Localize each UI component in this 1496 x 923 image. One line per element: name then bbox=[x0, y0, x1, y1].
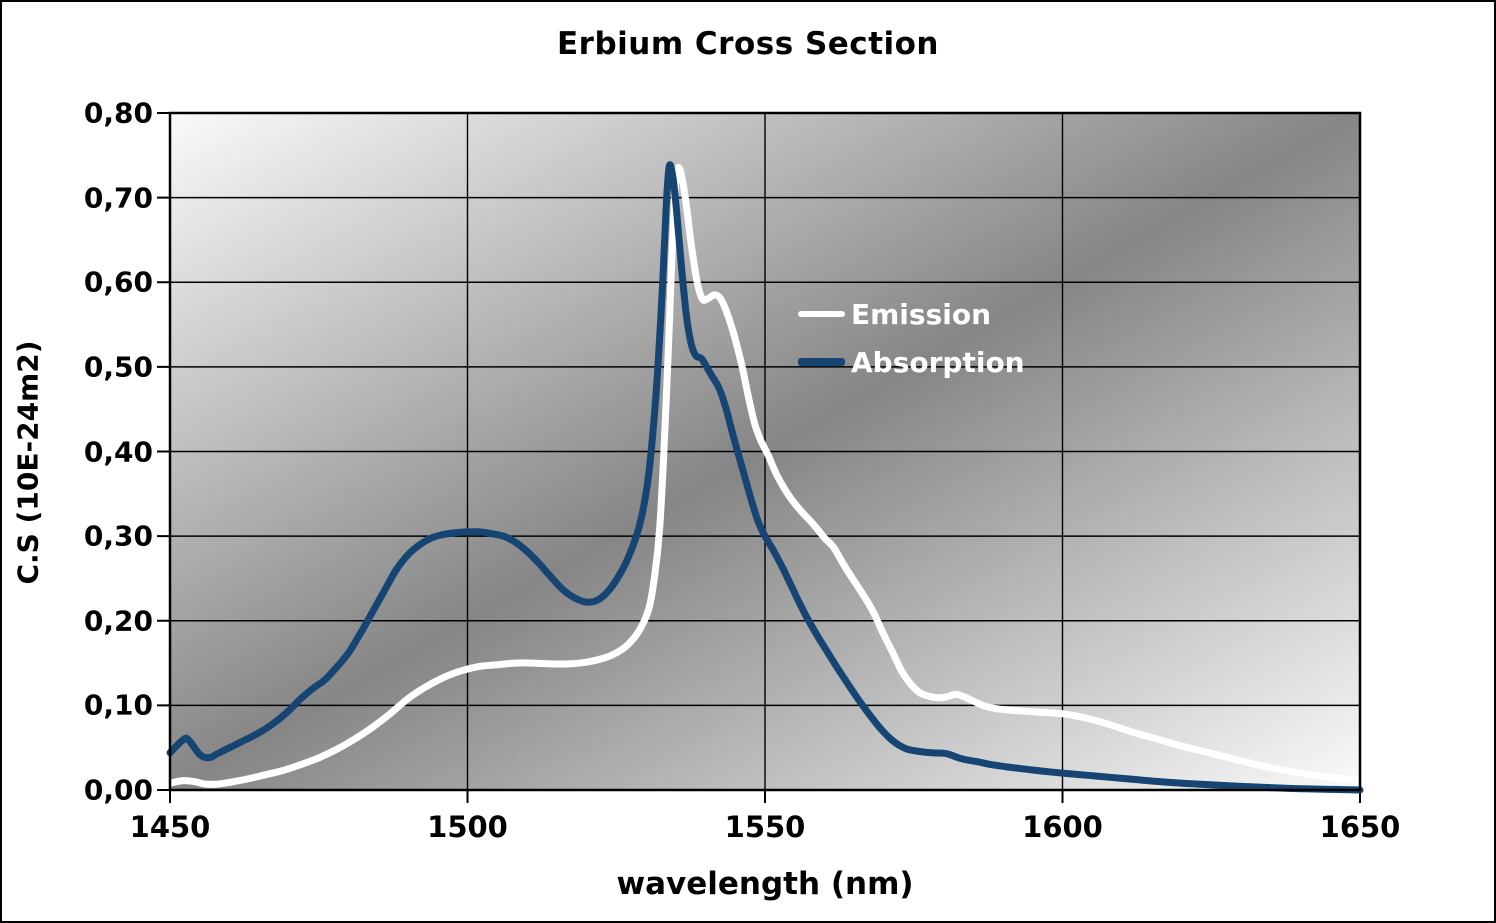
x-axis-title: wavelength (nm) bbox=[616, 866, 914, 902]
y-tick-label: 0,80 bbox=[83, 96, 153, 130]
y-tick-label: 0,20 bbox=[83, 604, 153, 638]
absorption-curve bbox=[166, 161, 1364, 794]
legend-label: Emission bbox=[851, 297, 991, 331]
legend-entry-emission: Emission bbox=[798, 290, 1025, 338]
y-tick-label: 0,00 bbox=[83, 773, 153, 807]
y-axis-title: C.S (10E-24m2) bbox=[11, 340, 45, 585]
y-tick-label: 0,50 bbox=[83, 350, 153, 384]
x-tick-label: 1450 bbox=[129, 810, 211, 844]
chart-title: Erbium Cross Section bbox=[556, 26, 939, 62]
plot-border bbox=[168, 111, 1362, 792]
legend-line-swatch bbox=[798, 358, 845, 366]
y-tick-label: 0,70 bbox=[83, 181, 153, 215]
x-tick-label: 1500 bbox=[427, 810, 508, 844]
emission-curve bbox=[166, 163, 1364, 788]
legend-line-swatch bbox=[798, 311, 845, 317]
x-tick-label: 1650 bbox=[1319, 810, 1401, 844]
y-tick-label: 0,30 bbox=[83, 519, 153, 553]
legend: Emission Absorption bbox=[798, 290, 1025, 386]
x-tick-label: 1600 bbox=[1022, 810, 1103, 844]
y-tick-label: 0,40 bbox=[83, 435, 153, 468]
y-tick-label: 0,60 bbox=[83, 265, 153, 299]
legend-label: Absorption bbox=[851, 345, 1025, 379]
legend-entry-absorption: Absorption bbox=[798, 338, 1025, 386]
y-tick-label: 0,10 bbox=[83, 688, 153, 722]
x-tick-label: 1550 bbox=[724, 810, 806, 844]
